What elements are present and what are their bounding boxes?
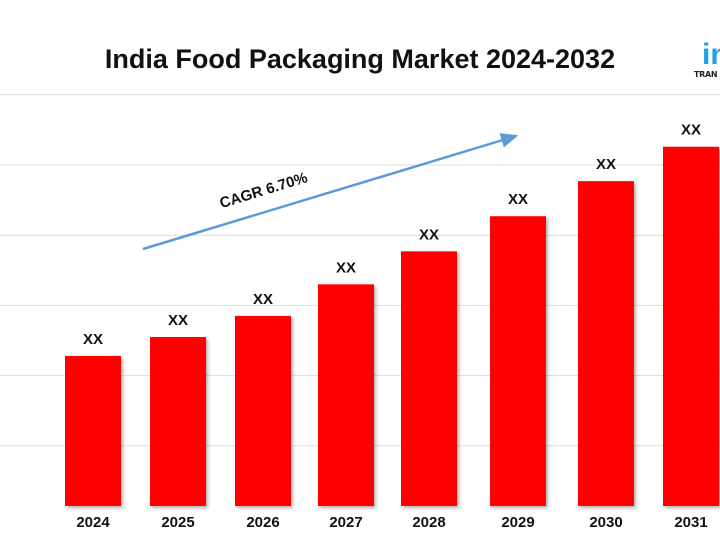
- data-label: XX: [253, 291, 273, 308]
- cagr-label: CAGR 6.70%: [218, 169, 310, 212]
- logo-mark: in: [702, 38, 720, 71]
- data-label: XX: [83, 331, 103, 348]
- cagr-arrow: [142, 133, 519, 251]
- logo-subtext: TRAN: [694, 70, 718, 79]
- bar-2031: [663, 146, 719, 507]
- bar-2024: [65, 355, 121, 506]
- data-label: XX: [419, 226, 439, 243]
- data-label: XX: [336, 259, 356, 276]
- data-label: XX: [596, 156, 616, 173]
- x-tick-label: 2024: [76, 514, 110, 531]
- data-label: XX: [681, 122, 701, 139]
- bar-2030: [578, 181, 634, 506]
- bar-2025: [150, 336, 206, 506]
- chart-title: India Food Packaging Market 2024-2032: [104, 44, 616, 74]
- x-tick-label: 2026: [246, 514, 279, 531]
- data-label: XX: [508, 191, 528, 208]
- data-label: XX: [168, 312, 188, 329]
- x-tick-label: 2030: [589, 514, 622, 531]
- x-tick-label: 2027: [329, 514, 362, 531]
- x-tick-label: 2029: [501, 514, 534, 531]
- bar-2028: [401, 251, 457, 506]
- x-tick-label: 2031: [674, 514, 707, 531]
- bar-2027: [318, 284, 374, 506]
- bar-2029: [490, 216, 546, 506]
- x-tick-label: 2028: [412, 514, 445, 531]
- bar-2026: [235, 315, 291, 506]
- x-tick-label: 2025: [161, 514, 194, 531]
- logo: in TRAN: [694, 40, 720, 80]
